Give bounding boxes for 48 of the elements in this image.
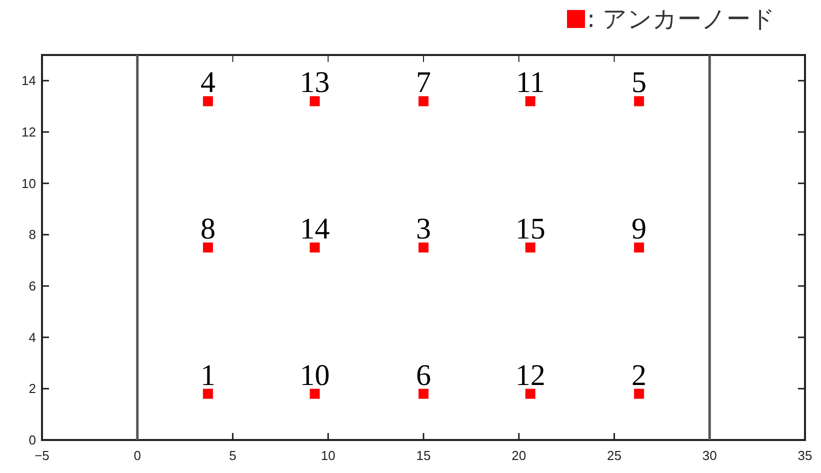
point (634, 242, 644, 252)
annotation: 3 (416, 212, 431, 246)
y-tick-label: 10 (22, 176, 36, 191)
annotation: 12 (515, 358, 546, 392)
y-tick-label: 8 (28, 227, 36, 242)
point (202, 388, 213, 399)
x-tick-label: 20 (512, 448, 526, 463)
point (310, 388, 320, 399)
point (525, 96, 536, 106)
point (634, 96, 644, 106)
y-tick-label: 0 (28, 432, 36, 448)
point (418, 388, 428, 399)
x-tick-label: 30 (702, 448, 717, 463)
annotation: 13 (300, 66, 330, 100)
point (525, 242, 536, 252)
annotation: 4 (200, 66, 216, 100)
x-tick-label: 35 (798, 448, 812, 463)
x-tick-label: 15 (416, 448, 431, 463)
annotation: 14 (300, 212, 330, 246)
point (418, 96, 428, 106)
annotation: 10 (300, 358, 330, 392)
point (525, 388, 536, 399)
y-tick-label: 4 (28, 330, 36, 345)
x-tick-label: 25 (607, 448, 622, 463)
point (634, 388, 644, 399)
y-tick-label: 6 (28, 278, 36, 294)
point (310, 242, 320, 252)
annotation: 15 (515, 212, 546, 246)
annotation: 9 (632, 212, 647, 246)
x-tick-label: −5 (34, 448, 50, 463)
point (310, 96, 320, 106)
annotation: 2 (632, 358, 647, 392)
x-tick-label: 10 (320, 448, 336, 463)
y-tick-label: 14 (22, 73, 36, 88)
annotation: 7 (416, 66, 431, 100)
annotation: 6 (416, 358, 431, 392)
y-tick-label: 2 (28, 381, 36, 396)
point (202, 242, 213, 252)
y-tick-label: 12 (22, 124, 36, 140)
x-tick-label: 5 (229, 448, 236, 463)
legend-label: : アンカーノード (587, 5, 776, 33)
point (202, 96, 213, 106)
annotation: 1 (200, 358, 216, 392)
point (418, 242, 428, 252)
annotation: 8 (200, 212, 216, 246)
annotation: 11 (516, 66, 545, 100)
x-tick-label: 0 (134, 448, 141, 463)
annotation: 5 (632, 66, 647, 100)
